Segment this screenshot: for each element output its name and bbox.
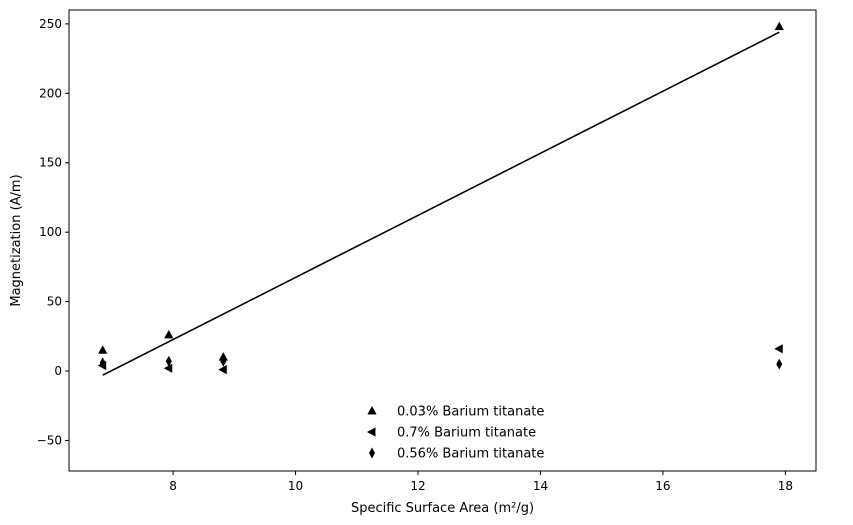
data-point-series-3 (165, 355, 172, 367)
y-axis-ticks: −50 0 50 100 150 200 250 (37, 17, 69, 447)
data-point-series-1 (98, 345, 108, 354)
data-point-series-1 (774, 21, 784, 31)
x-tick-label: 14 (533, 479, 548, 493)
fit-line (102, 31, 780, 376)
legend-marker (369, 447, 375, 459)
fit-line-layer (102, 31, 780, 376)
data-point-series-2 (774, 344, 783, 354)
legend-marker (367, 427, 376, 437)
data-point-series-3 (776, 358, 783, 370)
x-tick-label: 16 (655, 479, 670, 493)
axes-frame (68, 9, 817, 472)
legend-label: 0.03% Barium titanate (397, 405, 544, 420)
y-tick-label: 0 (54, 364, 62, 378)
data-point-series-2 (218, 365, 227, 375)
x-tick-label: 12 (410, 479, 425, 493)
x-axis-ticks: 8 10 12 14 16 18 (169, 471, 793, 493)
x-axis-label: Specific Surface Area (m²/g) (351, 501, 534, 516)
data-point-series-3 (99, 357, 106, 369)
data-point-series-1 (164, 329, 174, 339)
legend-marker (367, 406, 377, 415)
y-tick-label: 100 (39, 225, 62, 239)
legend-label: 0.56% Barium titanate (397, 447, 544, 462)
data-point-series-2 (163, 363, 173, 373)
y-tick-label: −50 (37, 433, 62, 447)
legend-label: 0.7% Barium titanate (397, 426, 536, 441)
y-tick-label: 200 (39, 86, 62, 100)
x-tick-label: 18 (778, 479, 793, 493)
y-tick-label: 150 (39, 156, 62, 170)
data-points (97, 21, 784, 375)
y-tick-label: 250 (39, 17, 62, 31)
y-axis-label: Magnetization (A/m) (9, 174, 24, 306)
x-tick-label: 8 (169, 479, 177, 493)
x-tick-label: 10 (288, 479, 303, 493)
y-tick-label: 50 (47, 295, 62, 309)
legend: 0.03% Barium titanate 0.7% Barium titanat… (367, 405, 544, 462)
data-point-series-3 (220, 355, 227, 367)
